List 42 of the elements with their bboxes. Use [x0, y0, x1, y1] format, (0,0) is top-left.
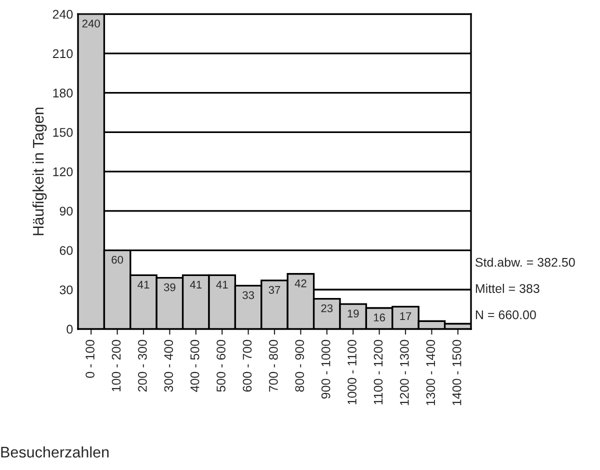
y-tick-label: 30 [60, 285, 73, 294]
x-tick-label: 500 - 600 [216, 340, 226, 392]
data-label: 41 [138, 280, 150, 289]
x-tick-label: 400 - 500 [190, 340, 200, 392]
x-tick-label: 100 - 200 [112, 340, 121, 392]
data-label: 41 [190, 280, 202, 289]
data-label: 16 [374, 314, 385, 322]
data-label: 17 [400, 312, 412, 320]
x-tick-label: 1400 - 1500 [452, 340, 462, 406]
x-tick-label: 700 - 800 [269, 340, 278, 392]
y-tick-label: 240 [52, 10, 73, 19]
x-tick-label: 1300 - 1400 [426, 340, 436, 406]
data-label: 240 [82, 20, 100, 28]
y-tick-label: 60 [60, 246, 73, 255]
x-tick-label: 800 - 900 [295, 340, 304, 392]
data-label: 42 [294, 279, 306, 288]
x-tick-label: 1000 - 1100 [348, 340, 356, 404]
y-tick-label: 150 [53, 128, 73, 137]
text: N = 660.00 [476, 310, 536, 320]
data-label: 19 [348, 310, 359, 318]
data-label: 23 [321, 304, 333, 312]
x-tick-label: 600 - 700 [242, 340, 252, 392]
text: Std.abw. = 382.50 [476, 258, 575, 267]
data-label: 37 [268, 286, 280, 294]
y-tick-label: 90 [60, 206, 73, 216]
y-axis-title: Häufigkeit in Tagen [32, 108, 47, 236]
y-tick-label: 210 [52, 49, 73, 58]
x-tick-label: 200 - 300 [138, 340, 147, 392]
y-tick-label: 120 [53, 167, 73, 176]
data-label: 60 [112, 256, 124, 264]
x-axis-title: Besucherzahlen [1, 446, 109, 458]
x-tick-label: 1100 - 1200 [374, 340, 383, 404]
y-tick-label: 0 [66, 324, 73, 334]
data-label: 39 [164, 283, 176, 292]
x-tick-label: 900 - 1000 [321, 340, 330, 399]
x-tick-label: 0 - 100 [86, 340, 94, 378]
y-tick-label: 180 [53, 88, 73, 98]
x-tick-label: 300 - 400 [164, 340, 174, 392]
text: Mittel = 383 [476, 284, 540, 293]
x-tick-label: 1200 - 1300 [400, 340, 409, 406]
data-label: 33 [242, 291, 254, 300]
data-label: 41 [216, 280, 228, 289]
